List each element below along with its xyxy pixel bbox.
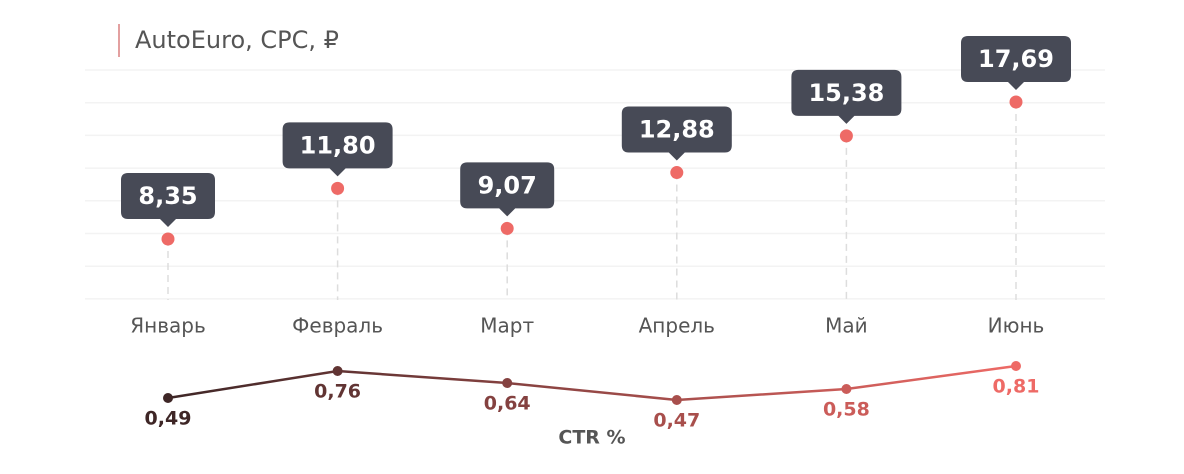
value-label: 11,80: [300, 131, 376, 159]
value-label: 0,64: [484, 393, 531, 415]
dot: [500, 221, 514, 235]
label-box: [961, 35, 1071, 90]
ctr-point: [671, 395, 682, 405]
label-box: [621, 106, 732, 161]
dot: [161, 232, 175, 246]
value-label: 0,81: [993, 376, 1040, 398]
value-label: 9,07: [478, 171, 537, 199]
x-tick-label: Май: [825, 314, 868, 338]
value-label: 17,69: [978, 45, 1054, 73]
value-label: 0,76: [314, 381, 361, 403]
x-tick-label: Июнь: [988, 314, 1045, 338]
ctr-point: [163, 393, 173, 403]
value-label: 0,49: [145, 408, 192, 430]
ctr-point: [841, 384, 852, 394]
label-box: [791, 69, 902, 124]
ctr-title: CTR %: [558, 427, 625, 449]
x-tick-label: Январь: [130, 314, 206, 338]
label-box: [282, 122, 393, 177]
x-tick-label: Февраль: [292, 314, 383, 338]
dot: [670, 166, 684, 180]
label-box: [121, 172, 215, 227]
dot: [331, 181, 345, 195]
x-tick-label: Апрель: [639, 314, 715, 338]
ctr-line: [167, 364, 1017, 402]
value-label: 8,35: [138, 182, 197, 210]
value-label: 0,58: [823, 399, 870, 421]
value-label: 12,88: [639, 116, 715, 144]
ctr-point: [332, 366, 343, 376]
chart-title: AutoEuro, CPC, ₽: [135, 26, 339, 54]
value-label: 15,38: [808, 79, 884, 107]
ctr-point: [502, 378, 513, 388]
label-box: [460, 162, 555, 217]
dot: [1009, 95, 1023, 109]
x-tick-label: Март: [480, 314, 534, 338]
grid: [85, 69, 1105, 300]
dot: [839, 129, 853, 143]
value-label: 0,47: [653, 410, 700, 432]
ctr-point: [1011, 361, 1021, 371]
